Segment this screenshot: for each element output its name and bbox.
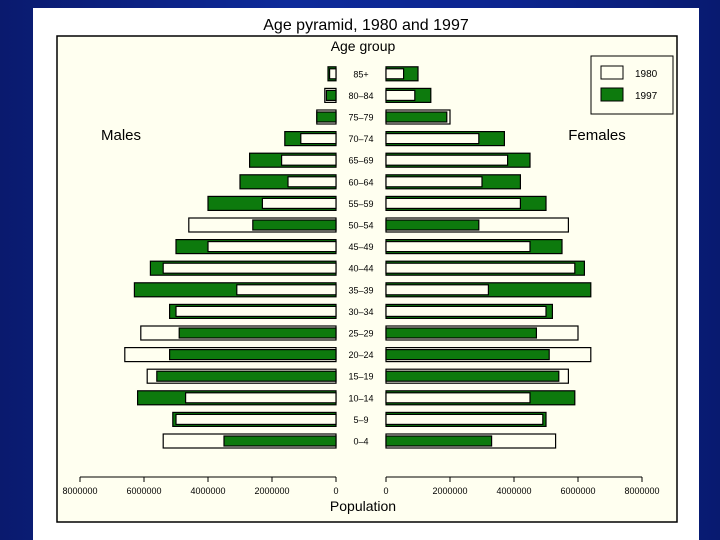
males-label: Males — [101, 127, 141, 144]
bar-females-1980-5-9 — [385, 413, 544, 425]
bar-females-1980-70-74 — [385, 132, 480, 145]
category-label-50-54: 50–54 — [348, 221, 373, 231]
category-label-0-4: 0–4 — [353, 437, 368, 447]
bar-males-1997-0-4 — [223, 435, 337, 447]
category-labels: 0–4 5–9 10–14 15–19 20–24 25–29 30–34 35–39 40–4… — [348, 69, 373, 446]
x-axis-title: Population — [330, 498, 396, 514]
plot-panel — [56, 35, 678, 523]
bar-males-1980-55-59 — [261, 197, 337, 209]
bar-males-1997-75-79 — [316, 111, 337, 123]
bar-males-1997-50-54 — [252, 219, 337, 231]
x-axes: 8000000 6000000 4000000 2000000 0 0 2000000 400… — [62, 476, 660, 496]
x-tick-label-left-1: 6000000 — [126, 486, 161, 496]
bar-females-1997-75-79 — [385, 111, 448, 123]
x-tick-label-right-1: 2000000 — [432, 486, 467, 496]
bar-males-1997-15-19 — [156, 370, 337, 382]
x-tick-label-right-4: 8000000 — [624, 486, 659, 496]
bar-females-1980-65-69 — [385, 154, 509, 166]
bar-males-1997-20-24 — [169, 349, 337, 361]
legend-label-1980: 1980 — [635, 69, 658, 80]
bar-females-1997-50-54 — [385, 219, 480, 231]
legend-swatch-1997 — [600, 87, 624, 102]
legend-label-1997: 1997 — [635, 91, 658, 102]
x-tick-label-right-2: 4000000 — [496, 486, 531, 496]
category-label-55-59: 55–59 — [348, 199, 373, 209]
bar-males-1980-65-69 — [281, 154, 337, 166]
females-label: Females — [568, 127, 626, 144]
bar-females-1980-85 — [385, 68, 405, 80]
chart-title: Age pyramid, 1980 and 1997 — [263, 17, 469, 34]
bar-females-1980-35-39 — [385, 284, 490, 296]
bar-males-1980-70-74 — [300, 132, 337, 145]
legend-box — [590, 55, 674, 115]
category-label-60-64: 60–64 — [348, 177, 373, 187]
category-label-35-39: 35–39 — [348, 285, 373, 295]
category-label-75-79: 75–79 — [348, 113, 373, 123]
legend: 1980 1997 — [590, 55, 674, 115]
category-label-45-49: 45–49 — [348, 242, 373, 252]
x-tick-label-left-3: 2000000 — [254, 486, 289, 496]
bar-males-1980-35-39 — [236, 284, 337, 296]
bar-females-1997-0-4 — [385, 435, 493, 447]
bar-females-1997-20-24 — [385, 349, 550, 361]
bar-females-1980-80-84 — [385, 89, 416, 102]
x-tick-label-right-3: 6000000 — [560, 486, 595, 496]
bar-females-1980-60-64 — [385, 176, 483, 188]
bars-layer — [124, 66, 592, 449]
x-tick-label-right-0: 0 — [383, 486, 388, 496]
bar-females-1980-10-14 — [385, 392, 531, 404]
bar-males-1997-80-84 — [325, 89, 337, 102]
bar-males-1980-45-49 — [207, 241, 337, 253]
bar-males-1980-40-44 — [162, 262, 337, 274]
x-tick-label-left-4: 0 — [333, 486, 338, 496]
legend-swatch-1980 — [600, 65, 624, 80]
bar-males-1980-60-64 — [287, 176, 337, 188]
category-label-25-29: 25–29 — [348, 329, 373, 339]
category-label-70-74: 70–74 — [348, 134, 373, 144]
bar-females-1980-30-34 — [385, 305, 547, 317]
category-label-15-19: 15–19 — [348, 372, 373, 382]
bar-females-1997-15-19 — [385, 370, 560, 382]
age-pyramid-chart: Age pyramid, 1980 and 1997 Age group Mal… — [56, 17, 678, 523]
category-label-20-24: 20–24 — [348, 350, 373, 360]
slide-canvas: Age pyramid, 1980 and 1997 Age group Mal… — [33, 8, 699, 540]
category-label-85: 85+ — [353, 69, 368, 79]
category-label-10-14: 10–14 — [348, 393, 373, 403]
bar-females-1980-40-44 — [385, 262, 576, 274]
bar-males-1980-5-9 — [175, 413, 337, 425]
category-label-65-69: 65–69 — [348, 156, 373, 166]
bar-males-1980-85 — [329, 68, 337, 80]
bar-females-1980-45-49 — [385, 241, 531, 253]
bar-females-1997-25-29 — [385, 327, 537, 339]
bar-females-1980-55-59 — [385, 197, 521, 209]
category-label-30-34: 30–34 — [348, 307, 373, 317]
bar-males-1980-10-14 — [185, 392, 337, 404]
category-label-5-9: 5–9 — [353, 415, 368, 425]
x-tick-label-left-2: 4000000 — [190, 486, 225, 496]
bar-males-1980-30-34 — [175, 305, 337, 317]
y-axis-title: Age group — [331, 38, 396, 54]
category-label-40-44: 40–44 — [348, 264, 373, 274]
x-tick-label-left-0: 8000000 — [62, 486, 97, 496]
category-label-80-84: 80–84 — [348, 91, 373, 101]
bar-males-1997-25-29 — [178, 327, 337, 339]
